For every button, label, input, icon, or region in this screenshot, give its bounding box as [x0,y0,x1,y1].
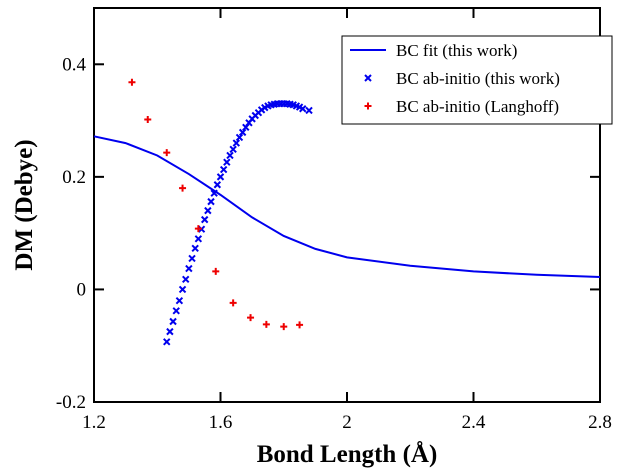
data-point [185,264,193,273]
data-point [216,173,225,181]
data-point [182,275,190,284]
legend-swatch [364,102,372,110]
data-point [210,189,218,197]
x-tick-label: 2 [342,412,352,433]
y-tick-label: -0.2 [56,392,86,413]
data-point [226,151,234,160]
data-point [163,149,171,157]
data-point [172,307,180,315]
legend-swatch [364,74,372,82]
data-point [238,128,247,137]
data-point [188,254,196,263]
data-point [232,139,241,147]
data-point [175,296,184,305]
data-point [235,133,244,142]
data-point [179,184,187,192]
data-point [204,206,212,215]
data-point [305,106,313,115]
data-point [166,327,174,336]
data-point [229,145,237,153]
data-point [219,165,228,174]
legend-label: BC ab-initio (this work) [396,69,560,88]
data-point [128,78,136,86]
y-axis-title: DM (Debye) [11,139,38,270]
x-axis-title: Bond Length (Å) [257,440,438,468]
data-point [280,323,288,331]
y-tick-label: 0.4 [62,54,86,75]
data-point [247,314,255,322]
data-point [207,197,215,206]
data-point [299,105,307,113]
data-point [213,181,222,189]
legend-label: BC fit (this work) [396,41,517,60]
legend-box [341,35,613,125]
data-point [144,115,152,123]
x-tick-label: 2.8 [588,412,612,433]
y-tick-label: 0 [77,279,87,300]
data-point [200,215,209,224]
data-point [194,225,202,233]
x-tick-label: 1.2 [82,412,106,433]
x-tick-label: 2.4 [462,412,486,433]
fit-line [93,135,601,279]
data-point [212,267,220,275]
data-point [229,299,237,307]
legend-label: BC ab-initio (Langhoff) [396,97,559,116]
data-point [178,285,187,294]
data-point [163,338,171,346]
x-tick-label: 1.6 [209,412,233,433]
data-point [262,320,270,328]
y-tick-label: 0.2 [62,167,86,188]
data-point [296,321,304,329]
data-point [194,235,203,243]
data-point [223,158,231,166]
data-point [169,317,177,326]
data-point [191,244,199,253]
